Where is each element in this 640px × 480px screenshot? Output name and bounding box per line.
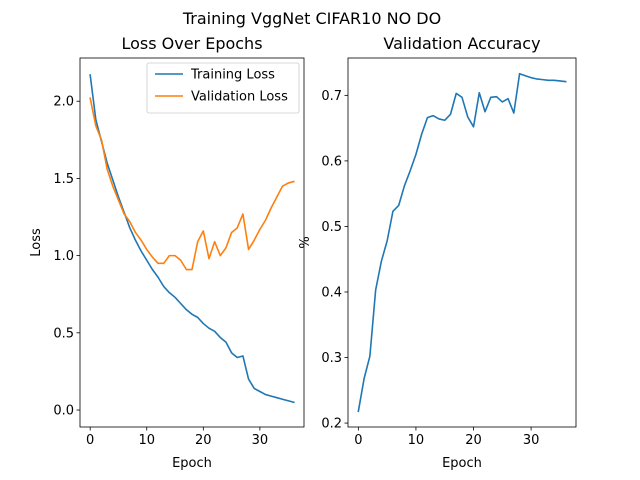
axes-frame (347, 57, 577, 428)
x-tick-label: 0 (86, 433, 94, 448)
subplot-title: Validation Accuracy (383, 34, 540, 53)
x-tick-label: 20 (195, 433, 212, 448)
y-tick-label: 1.0 (53, 249, 74, 264)
y-tick-label: 0.5 (321, 220, 342, 235)
loss-subplot: 0 10 20 30 0.0 0.5 1.0 1.5 2.0 Loss Over Epochs Ep… (29, 34, 305, 471)
y-tick-label: 0.3 (321, 351, 342, 366)
figure-suptitle: Training VggNet CIFAR10 NO DO (182, 9, 441, 28)
x-tick-label: 10 (408, 433, 425, 448)
x-tick-label: 30 (523, 433, 540, 448)
accuracy-subplot: 0 10 20 30 0.2 0.3 0.4 0.5 0.6 0.7 Validation Accu… (298, 34, 577, 471)
y-tick-label: 0.6 (321, 154, 342, 169)
y-tick-label: 2.0 (53, 95, 74, 110)
x-tick-label: 20 (465, 433, 482, 448)
y-tick-label: 0.4 (321, 285, 342, 300)
y-axis-label: % (298, 236, 313, 248)
legend-entry: Validation Loss (191, 90, 288, 105)
x-tick-label: 30 (252, 433, 269, 448)
legend-frame (146, 62, 300, 114)
axes-frame (79, 57, 305, 428)
y-tick-label: 0.2 (321, 417, 342, 432)
x-tick-label: 0 (354, 433, 362, 448)
x-axis-label: Epoch (172, 456, 212, 471)
legend: Training Loss Validation Loss (146, 62, 300, 114)
y-tick-label: 0.5 (53, 326, 74, 341)
y-axis-label: Loss (29, 228, 44, 257)
subplot-title: Loss Over Epochs (121, 34, 262, 53)
x-tick-label: 10 (138, 433, 155, 448)
y-tick-label: 0.0 (53, 404, 74, 419)
y-tick-label: 0.7 (321, 89, 342, 104)
y-tick-label: 1.5 (53, 172, 74, 187)
legend-entry: Training Loss (190, 68, 275, 83)
x-axis-label: Epoch (442, 456, 482, 471)
